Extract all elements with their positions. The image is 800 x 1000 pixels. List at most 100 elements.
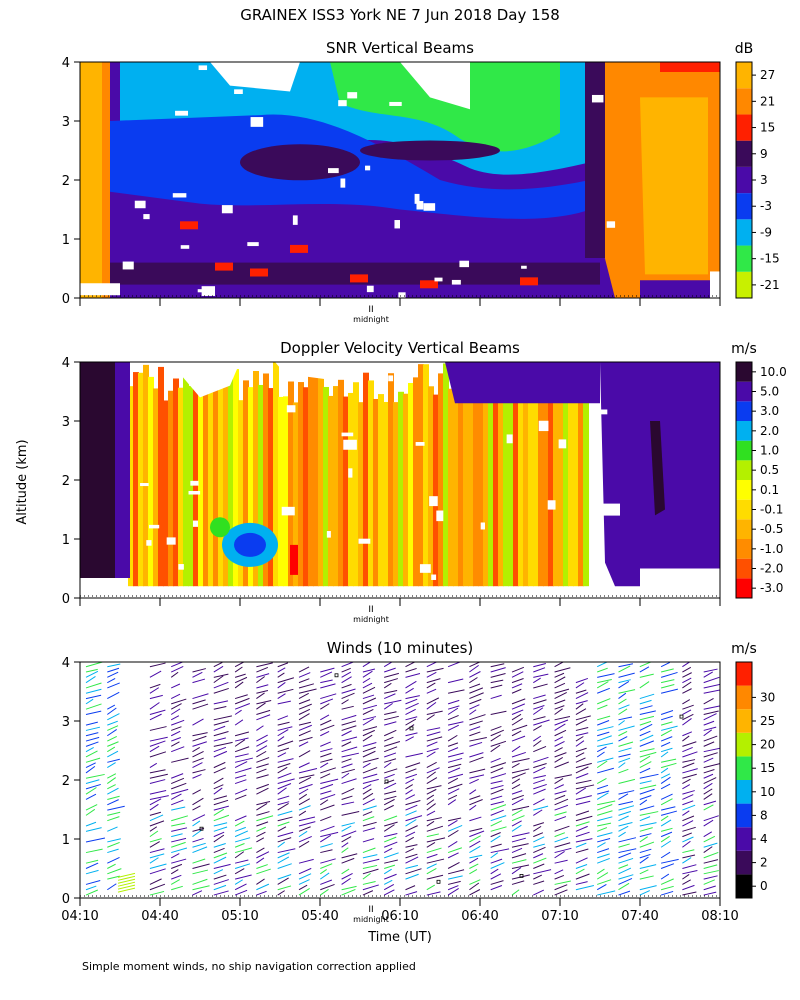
wind-barb <box>490 835 501 843</box>
wind-barb <box>554 880 571 885</box>
wind-barb <box>490 784 504 790</box>
wind-barb <box>213 856 227 864</box>
wind-barb <box>490 757 501 763</box>
wind-barb <box>149 841 160 848</box>
wind-barb <box>341 725 357 731</box>
wind-barb <box>639 833 652 838</box>
colorbar-swatch <box>736 88 752 115</box>
snr-gap <box>400 62 470 110</box>
wind-barb <box>533 735 542 742</box>
wind-barb <box>511 757 530 763</box>
wind-barb <box>117 887 136 893</box>
wind-barb <box>341 836 352 843</box>
colorbar-label: -9 <box>760 225 772 239</box>
wind-barb <box>256 868 271 875</box>
wind-barb <box>298 736 313 742</box>
wind-barb <box>426 891 441 896</box>
wind-barb <box>234 779 247 785</box>
wind-barb <box>682 677 692 684</box>
wind-barb <box>213 725 226 731</box>
wind-barb <box>639 673 654 678</box>
wind-barb <box>234 697 250 705</box>
wind-barb <box>171 885 183 891</box>
wind-barb <box>511 809 523 816</box>
colorbar-swatch <box>736 245 752 272</box>
doppler-column <box>288 381 294 587</box>
wind-barb <box>213 852 228 859</box>
wind-barb <box>554 719 569 726</box>
wind-barb <box>511 718 523 726</box>
wind-barb <box>618 790 635 795</box>
wind-barb <box>490 725 502 731</box>
wind-barb <box>107 826 118 832</box>
wind-barb <box>597 857 610 864</box>
wind-barb <box>107 720 118 726</box>
wind-barb <box>682 681 692 689</box>
wind-barb <box>85 747 94 753</box>
wind-barb <box>533 699 547 705</box>
wind-barb <box>490 663 505 668</box>
wind-barb <box>171 788 189 795</box>
wind-barb <box>703 668 718 673</box>
wind-barb <box>85 682 102 689</box>
snr-missing <box>521 265 527 269</box>
wind-barb <box>320 714 330 721</box>
wind-barb <box>511 730 522 737</box>
wind-barb <box>256 774 269 779</box>
wind-barb <box>682 815 695 822</box>
wind-barb <box>405 732 418 737</box>
doppler-missing <box>480 522 485 530</box>
wind-barb <box>171 777 185 785</box>
calm-marker <box>334 673 339 678</box>
wind-barb <box>234 767 252 774</box>
wind-barb <box>682 709 692 715</box>
doppler-top-purple <box>445 362 600 404</box>
doppler-red-streak <box>290 544 298 575</box>
doppler-column <box>338 379 344 587</box>
doppler-column <box>178 387 184 587</box>
wind-barb <box>575 815 593 822</box>
wind-barb <box>682 854 696 859</box>
wind-barb <box>490 744 501 753</box>
wind-barb <box>192 668 206 673</box>
wind-barb <box>107 787 119 795</box>
wind-barb <box>149 826 158 832</box>
wind-barb <box>213 826 228 832</box>
wind-barb <box>171 698 187 705</box>
doppler-column <box>448 388 454 587</box>
wind-barb <box>639 788 655 795</box>
wind-barb <box>362 773 378 779</box>
doppler-column <box>438 373 444 587</box>
midnight-label: midnight <box>353 615 389 624</box>
wind-barb <box>682 731 693 737</box>
doppler-column <box>203 375 209 587</box>
wind-barb <box>192 878 208 885</box>
x-axis-label: Time (UT) <box>367 930 432 945</box>
doppler-plot-area <box>80 362 720 598</box>
wind-barb <box>682 800 694 806</box>
wind-barb <box>490 804 507 811</box>
wind-barb <box>341 872 353 880</box>
wind-barb <box>533 843 545 848</box>
wind-barb <box>362 741 377 747</box>
wind-barb <box>660 831 673 838</box>
wind-barb <box>171 815 189 822</box>
wind-barb <box>469 799 483 806</box>
wind-barb <box>320 773 331 779</box>
wind-barb <box>277 700 291 705</box>
wind-barb <box>362 854 378 859</box>
wind-barb <box>618 672 635 678</box>
wind-barb <box>703 842 718 848</box>
wind-barb <box>298 788 309 795</box>
wind-barb <box>298 713 310 721</box>
wind-barb <box>256 857 265 864</box>
wind-barb <box>575 740 585 747</box>
wind-barb <box>320 719 332 726</box>
wind-barb <box>703 720 715 726</box>
wind-barb <box>107 848 119 854</box>
wind-barb <box>490 820 503 827</box>
wind-barb <box>277 721 290 726</box>
wind-barb <box>703 859 719 864</box>
